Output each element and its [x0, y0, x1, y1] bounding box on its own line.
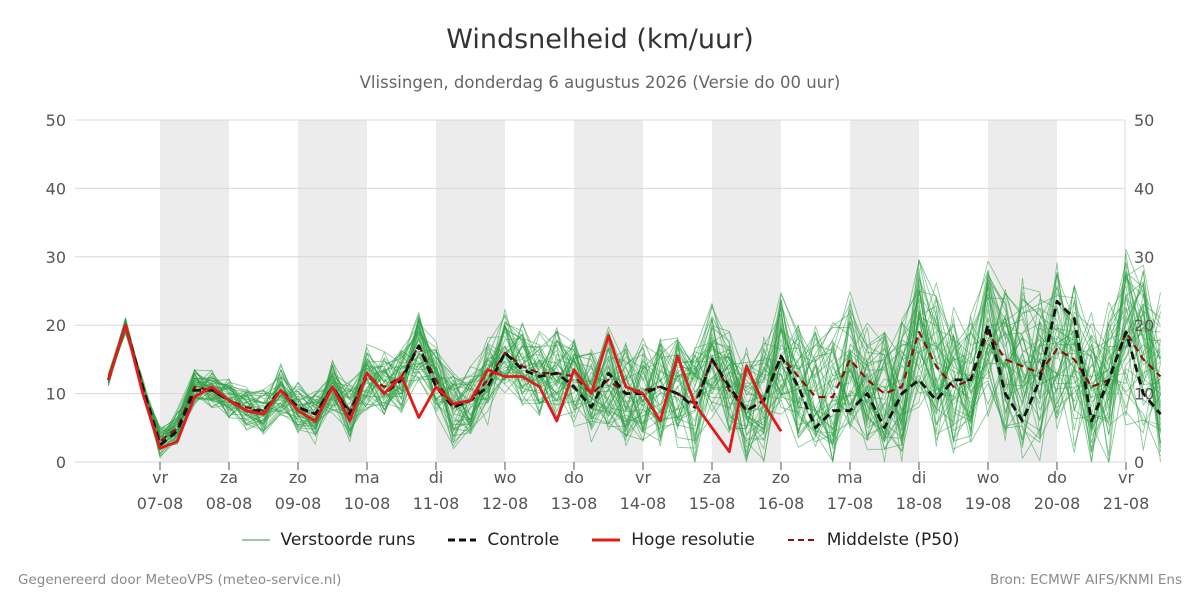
ensemble-member-line	[107, 263, 1161, 454]
x-tick-day-label: di	[912, 468, 927, 487]
ensemble-member-line	[107, 276, 1161, 452]
y-tick-label-left: 10	[46, 385, 66, 404]
day-band	[160, 120, 229, 462]
legend-label: Verstoorde runs	[280, 530, 416, 550]
y-tick-label-left: 30	[46, 248, 66, 267]
x-axis: vr 07-08 za 08-08 zo 09-08 ma 10-08 di 11-08 wo 12-…	[137, 462, 1150, 513]
x-tick-date-label: 17-08	[827, 494, 874, 513]
y-tick-label-right: 50	[1134, 111, 1154, 130]
legend-item-median[interactable]: Middelste (P50)	[787, 530, 960, 550]
x-tick-date-label: 16-08	[758, 494, 805, 513]
legend-median-swatch	[787, 539, 816, 541]
x-tick-date-label: 14-08	[620, 494, 667, 513]
y-axis-left: 0 10 20 30 40 50	[46, 111, 66, 472]
x-tick-day-label: do	[564, 468, 584, 487]
x-tick-date-label: 21-08	[1103, 494, 1150, 513]
legend-label: Hoge resolutie	[631, 530, 755, 550]
y-tick-label-left: 50	[46, 111, 66, 130]
ensemble-lines	[107, 248, 1161, 463]
y-tick-label-right: 10	[1134, 385, 1154, 404]
x-tick-day-label: wo	[977, 468, 1000, 487]
legend-label: Controle	[487, 530, 560, 550]
legend: Verstoorde runs Controle Hoge resolutie …	[0, 530, 1200, 550]
x-tick-day-label: zo	[772, 468, 790, 487]
y-tick-label-right: 20	[1134, 316, 1154, 335]
x-tick-date-label: 10-08	[344, 494, 391, 513]
ensemble-member-line	[107, 304, 1161, 453]
legend-high-res-swatch	[592, 538, 621, 542]
x-tick-day-label: di	[429, 468, 444, 487]
x-tick-day-label: vr	[635, 468, 651, 487]
ensemble-member-line	[107, 270, 1161, 462]
x-tick-date-label: 19-08	[965, 494, 1012, 513]
x-tick-day-label: zo	[289, 468, 307, 487]
x-tick-day-label: za	[220, 468, 238, 487]
x-tick-date-label: 18-08	[896, 494, 943, 513]
x-tick-date-label: 08-08	[206, 494, 253, 513]
x-tick-day-label: za	[703, 468, 721, 487]
x-tick-day-label: ma	[837, 468, 862, 487]
legend-label: Middelste (P50)	[826, 530, 960, 550]
legend-ensemble-swatch	[241, 539, 270, 541]
legend-item-control[interactable]: Controle	[447, 530, 559, 550]
ensemble-member-line	[107, 262, 1161, 463]
legend-item-high-res[interactable]: Hoge resolutie	[591, 530, 755, 550]
x-tick-date-label: 15-08	[689, 494, 736, 513]
x-tick-date-label: 12-08	[482, 494, 529, 513]
x-tick-day-label: do	[1047, 468, 1067, 487]
y-tick-label-left: 20	[46, 316, 66, 335]
x-tick-date-label: 09-08	[275, 494, 322, 513]
x-tick-day-label: ma	[354, 468, 379, 487]
y-tick-label-right: 40	[1134, 179, 1154, 198]
x-tick-date-label: 11-08	[413, 494, 460, 513]
x-tick-day-label: vr	[152, 468, 168, 487]
y-tick-label-right: 30	[1134, 248, 1154, 267]
legend-control-swatch	[448, 538, 477, 542]
main-series-lines	[106, 299, 1162, 454]
x-tick-date-label: 13-08	[551, 494, 598, 513]
y-axis-right: 0 10 20 30 40 50	[1134, 111, 1154, 472]
footer-source: Bron: ECMWF AIFS/KNMI Ens	[989, 572, 1182, 588]
x-tick-day-label: vr	[1118, 468, 1134, 487]
y-tick-label-left: 40	[46, 179, 66, 198]
legend-item-ensemble[interactable]: Verstoorde runs	[241, 530, 416, 550]
series-high-res-line	[106, 323, 783, 454]
chart-subtitle: Vlissingen, donderdag 6 augustus 2026 (V…	[359, 73, 841, 92]
ensemble-member-line	[107, 307, 1161, 453]
chart-title: Windsnelheid (km/uur)	[446, 24, 754, 55]
ensemble-member-line	[107, 269, 1161, 462]
y-tick-label-right: 0	[1134, 453, 1144, 472]
y-tick-label-left: 0	[56, 453, 66, 472]
footer-generated-by: Gegenereerd door MeteoVPS (meteo-service…	[18, 572, 342, 588]
x-tick-day-label: wo	[494, 468, 517, 487]
x-tick-date-label: 20-08	[1034, 494, 1081, 513]
x-tick-date-label: 07-08	[137, 494, 184, 513]
